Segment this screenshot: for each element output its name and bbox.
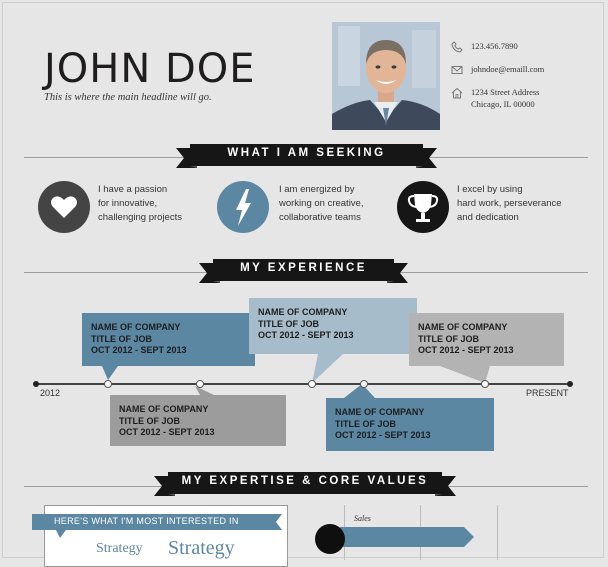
section-title-expertise: MY EXPERTISE & CORE VALUES [181,475,429,487]
job-box: NAME OF COMPANY TITLE OF JOB OCT 2012 - … [110,395,286,446]
timeline-end-label: PRESENT [526,388,569,398]
banner-ribbon [176,144,437,168]
value-line: collaborative teams [279,212,361,223]
banner-ribbon [199,259,408,283]
skill-bar [340,527,474,547]
timeline-marker [308,380,316,388]
value-line: and dedication [457,212,519,223]
job-title: TITLE OF JOB [258,318,320,329]
contact-address-line1: 1234 Street Address [471,87,540,97]
value-text-energized: I am energized by working on creative, c… [279,183,363,225]
job-company: NAME OF COMPANY [119,404,209,414]
contact-phone: 123.456.7890 [471,41,518,51]
section-title-experience: MY EXPERIENCE [240,262,367,274]
timeline-marker [104,380,112,388]
timeline-marker [481,380,489,388]
job-dates: OCT 2012 - SEPT 2013 [258,330,354,340]
value-line: I excel by using [457,184,523,195]
house-icon [451,87,463,99]
job-title: TITLE OF JOB [119,415,181,426]
value-icon-circle [38,181,90,233]
value-icon-circle [397,181,449,233]
job-company: NAME OF COMPANY [335,407,425,417]
portrait-image [332,22,440,130]
timeline-marker [360,380,368,388]
chart-gridline [497,505,498,560]
job-company: NAME OF COMPANY [91,322,181,332]
timeline-marker [196,380,204,388]
value-line: hard work, perseverance [457,198,562,209]
interest-banner-text: HERE'S WHAT I'M MOST INTERESTED IN [54,516,239,526]
value-icon-circle [217,181,269,233]
timeline-axis [36,383,570,385]
job-title: TITLE OF JOB [91,333,153,344]
page-frame [2,2,604,558]
value-line: working on creative, [279,198,364,209]
job-box: NAME OF COMPANY TITLE OF JOB OCT 2012 - … [249,298,417,354]
trophy-icon [407,194,439,222]
job-dates: OCT 2012 - SEPT 2013 [119,427,215,437]
value-line: I am energized by [279,184,355,195]
job-dates: OCT 2012 - SEPT 2013 [335,430,431,440]
headline: This is where the main headline will go. [44,92,212,103]
timeline-end-dot [567,381,573,387]
profile-photo [332,22,440,130]
person-name: JOHN DOE [44,46,256,92]
timeline-start-dot [33,381,39,387]
job-dates: OCT 2012 - SEPT 2013 [418,345,514,355]
word-cloud-small: Strategy [96,541,143,556]
job-dates: OCT 2012 - SEPT 2013 [91,345,187,355]
job-company: NAME OF COMPANY [418,322,508,332]
timeline-start-label: 2012 [40,388,61,398]
heart-icon [51,196,77,218]
value-line: challenging projects [98,212,182,223]
job-box: NAME OF COMPANY TITLE OF JOB OCT 2012 - … [409,313,564,366]
banner-ribbon [154,472,456,496]
value-line: for innovative, [98,198,158,209]
word-cloud-large: Strategy [168,537,235,559]
job-box: NAME OF COMPANY TITLE OF JOB OCT 2012 - … [82,313,255,366]
job-title: TITLE OF JOB [418,333,480,344]
envelope-icon [451,66,463,74]
value-line: I have a passion [98,184,168,195]
job-box: NAME OF COMPANY TITLE OF JOB OCT 2012 - … [326,398,494,451]
lightning-icon [236,189,251,226]
section-title-seeking: WHAT I AM SEEKING [227,147,386,159]
job-company: NAME OF COMPANY [258,307,348,317]
skill-bullet [315,524,345,554]
interest-ribbon [32,514,282,538]
contact-address-line2: Chicago, IL 00000 [471,99,535,109]
skill-label: Sales [354,514,371,523]
job-title: TITLE OF JOB [335,418,397,429]
value-text-passion: I have a passion for innovative, challen… [98,183,182,225]
phone-icon [451,41,463,53]
value-text-excel: I excel by using hard work, perseverance… [457,183,562,225]
contact-email: johndoe@emaill.com [471,64,545,74]
